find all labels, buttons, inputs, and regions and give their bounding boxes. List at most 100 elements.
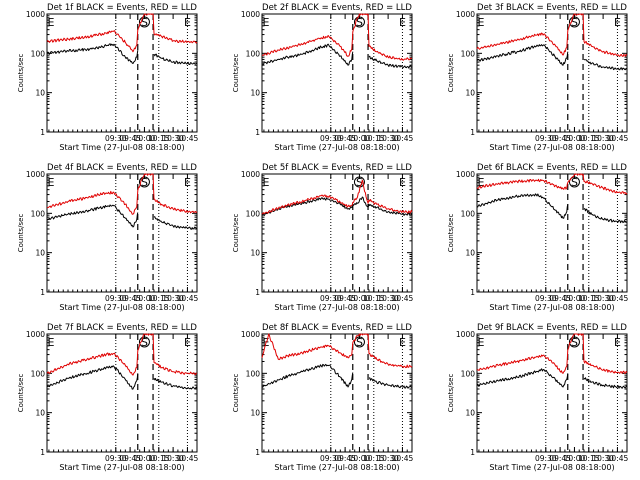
interval-marker-s: S: [356, 336, 363, 349]
interval-marker-circle: [353, 336, 365, 348]
panel-title: Det 3f BLACK = Events, RED = LLD: [477, 3, 627, 13]
y-tick-label: 10: [250, 409, 260, 418]
plot-frame: [476, 13, 628, 133]
interval-marker-e: E: [399, 16, 406, 29]
x-tick-label: 10:15: [578, 454, 600, 463]
y-tick-label: 1: [470, 448, 475, 457]
interval-marker-s: S: [571, 336, 578, 349]
interval-marker-e: E: [48, 16, 55, 29]
interval-marker-e: E: [614, 16, 621, 29]
x-tick-label: 10:30: [377, 294, 399, 303]
x-tick-label: 10:30: [377, 134, 399, 143]
y-tick-label: 100: [31, 49, 46, 58]
x-tick-label: 10:15: [148, 134, 170, 143]
x-axis-label: Start Time (27-Jul-08 08:18:00): [59, 143, 184, 152]
chart-panel-4: Det 4f BLACK = Events, RED = LLD 1 10 100 10…: [17, 163, 198, 312]
interval-marker-s: S: [356, 16, 363, 29]
x-tick-label: 09:30: [320, 294, 342, 303]
chart-panel-3: Det 3f BLACK = Events, RED = LLD 1 10 100 10…: [447, 3, 628, 152]
x-axis-label: Start Time (27-Jul-08 08:18:00): [59, 303, 184, 312]
chart-panel-7: Det 7f BLACK = Events, RED = LLD 1 10 100 10…: [17, 323, 198, 472]
x-tick-label: 10:00: [349, 294, 371, 303]
interval-marker-s: S: [356, 176, 363, 189]
y-tick-label: 1: [40, 448, 45, 457]
x-tick-label: 10:00: [564, 454, 586, 463]
y-tick-label: 1: [470, 288, 475, 297]
panel-title: Det 7f BLACK = Events, RED = LLD: [47, 323, 197, 333]
x-tick-label: 09:45: [549, 134, 571, 143]
x-tick-label: 09:45: [334, 134, 356, 143]
y-tick-label: 10: [35, 249, 45, 258]
x-tick-label: 10:30: [377, 454, 399, 463]
x-tick-label: 10:30: [592, 294, 614, 303]
interval-marker-e: E: [478, 176, 485, 189]
y-tick-label: 100: [246, 369, 261, 378]
series-line-lld: [476, 333, 628, 374]
y-axis-label: Counts/sec: [447, 374, 455, 413]
interval-marker-e: E: [263, 176, 270, 189]
x-tick-label: 09:30: [105, 134, 127, 143]
y-axis-label: Counts/sec: [447, 54, 455, 93]
interval-marker-circle: [138, 176, 150, 188]
panel-title: Det 2f BLACK = Events, RED = LLD: [262, 3, 412, 13]
x-tick-label: 09:30: [105, 454, 127, 463]
y-tick-label: 10: [35, 409, 45, 418]
plot-frame: [261, 173, 413, 293]
panel-title: Det 8f BLACK = Events, RED = LLD: [262, 323, 412, 333]
plot-frame: [261, 333, 413, 453]
chart-panel-6: Det 6f BLACK = Events, RED = LLD 1 10 100 10…: [447, 163, 628, 312]
chart-panel-1: Det 1f BLACK = Events, RED = LLD 1 10 100 10…: [17, 3, 198, 152]
y-tick-label: 1: [255, 128, 260, 137]
y-tick-label: 1000: [456, 170, 475, 179]
y-axis-label: Counts/sec: [17, 374, 25, 413]
y-tick-label: 100: [461, 369, 476, 378]
x-tick-label: 10:00: [349, 134, 371, 143]
y-tick-label: 10: [465, 409, 475, 418]
y-tick-label: 1000: [26, 330, 45, 339]
panel-title: Det 4f BLACK = Events, RED = LLD: [47, 163, 197, 173]
plot-frame: [261, 13, 413, 133]
y-tick-label: 10: [465, 249, 475, 258]
y-tick-label: 10: [250, 249, 260, 258]
y-tick-label: 10: [465, 89, 475, 98]
x-axis-label: Start Time (27-Jul-08 08:18:00): [274, 303, 399, 312]
x-tick-label: 09:45: [119, 454, 141, 463]
series-line-lld: [261, 333, 413, 369]
panel-title: Det 5f BLACK = Events, RED = LLD: [262, 163, 412, 173]
series-line-events: [261, 43, 413, 69]
x-tick-label: 09:45: [334, 454, 356, 463]
interval-marker-e: E: [184, 176, 191, 189]
x-tick-label: 10:00: [134, 454, 156, 463]
series-line-lld: [46, 13, 198, 53]
series-line-events: [46, 204, 197, 230]
x-tick-label: 10:45: [177, 134, 199, 143]
interval-marker-s: S: [141, 336, 148, 349]
interval-marker-circle: [138, 336, 150, 348]
y-tick-label: 1: [470, 128, 475, 137]
y-tick-label: 100: [246, 49, 261, 58]
plot-frame: [46, 333, 198, 453]
interval-marker-circle: [568, 336, 580, 348]
interval-marker-e: E: [478, 336, 485, 349]
x-tick-label: 10:00: [564, 134, 586, 143]
x-tick-label: 09:30: [535, 134, 557, 143]
interval-marker-s: S: [141, 176, 148, 189]
y-tick-label: 100: [31, 369, 46, 378]
y-tick-label: 100: [461, 49, 476, 58]
y-tick-label: 1: [255, 448, 260, 457]
interval-marker-circle: [568, 176, 580, 188]
x-tick-label: 09:30: [320, 134, 342, 143]
interval-marker-s: S: [571, 16, 578, 29]
interval-marker-e: E: [48, 336, 55, 349]
chart-panel-9: Det 9f BLACK = Events, RED = LLD 1 10 100 10…: [447, 323, 628, 472]
x-tick-label: 10:00: [349, 454, 371, 463]
series-line-events: [261, 363, 413, 389]
y-tick-label: 1000: [456, 330, 475, 339]
y-tick-label: 1000: [456, 10, 475, 19]
x-tick-label: 10:15: [363, 454, 385, 463]
x-tick-label: 10:45: [392, 454, 414, 463]
x-tick-label: 10:30: [162, 134, 184, 143]
y-tick-label: 1: [40, 288, 45, 297]
y-tick-label: 1: [40, 128, 45, 137]
x-axis-label: Start Time (27-Jul-08 08:18:00): [489, 303, 614, 312]
